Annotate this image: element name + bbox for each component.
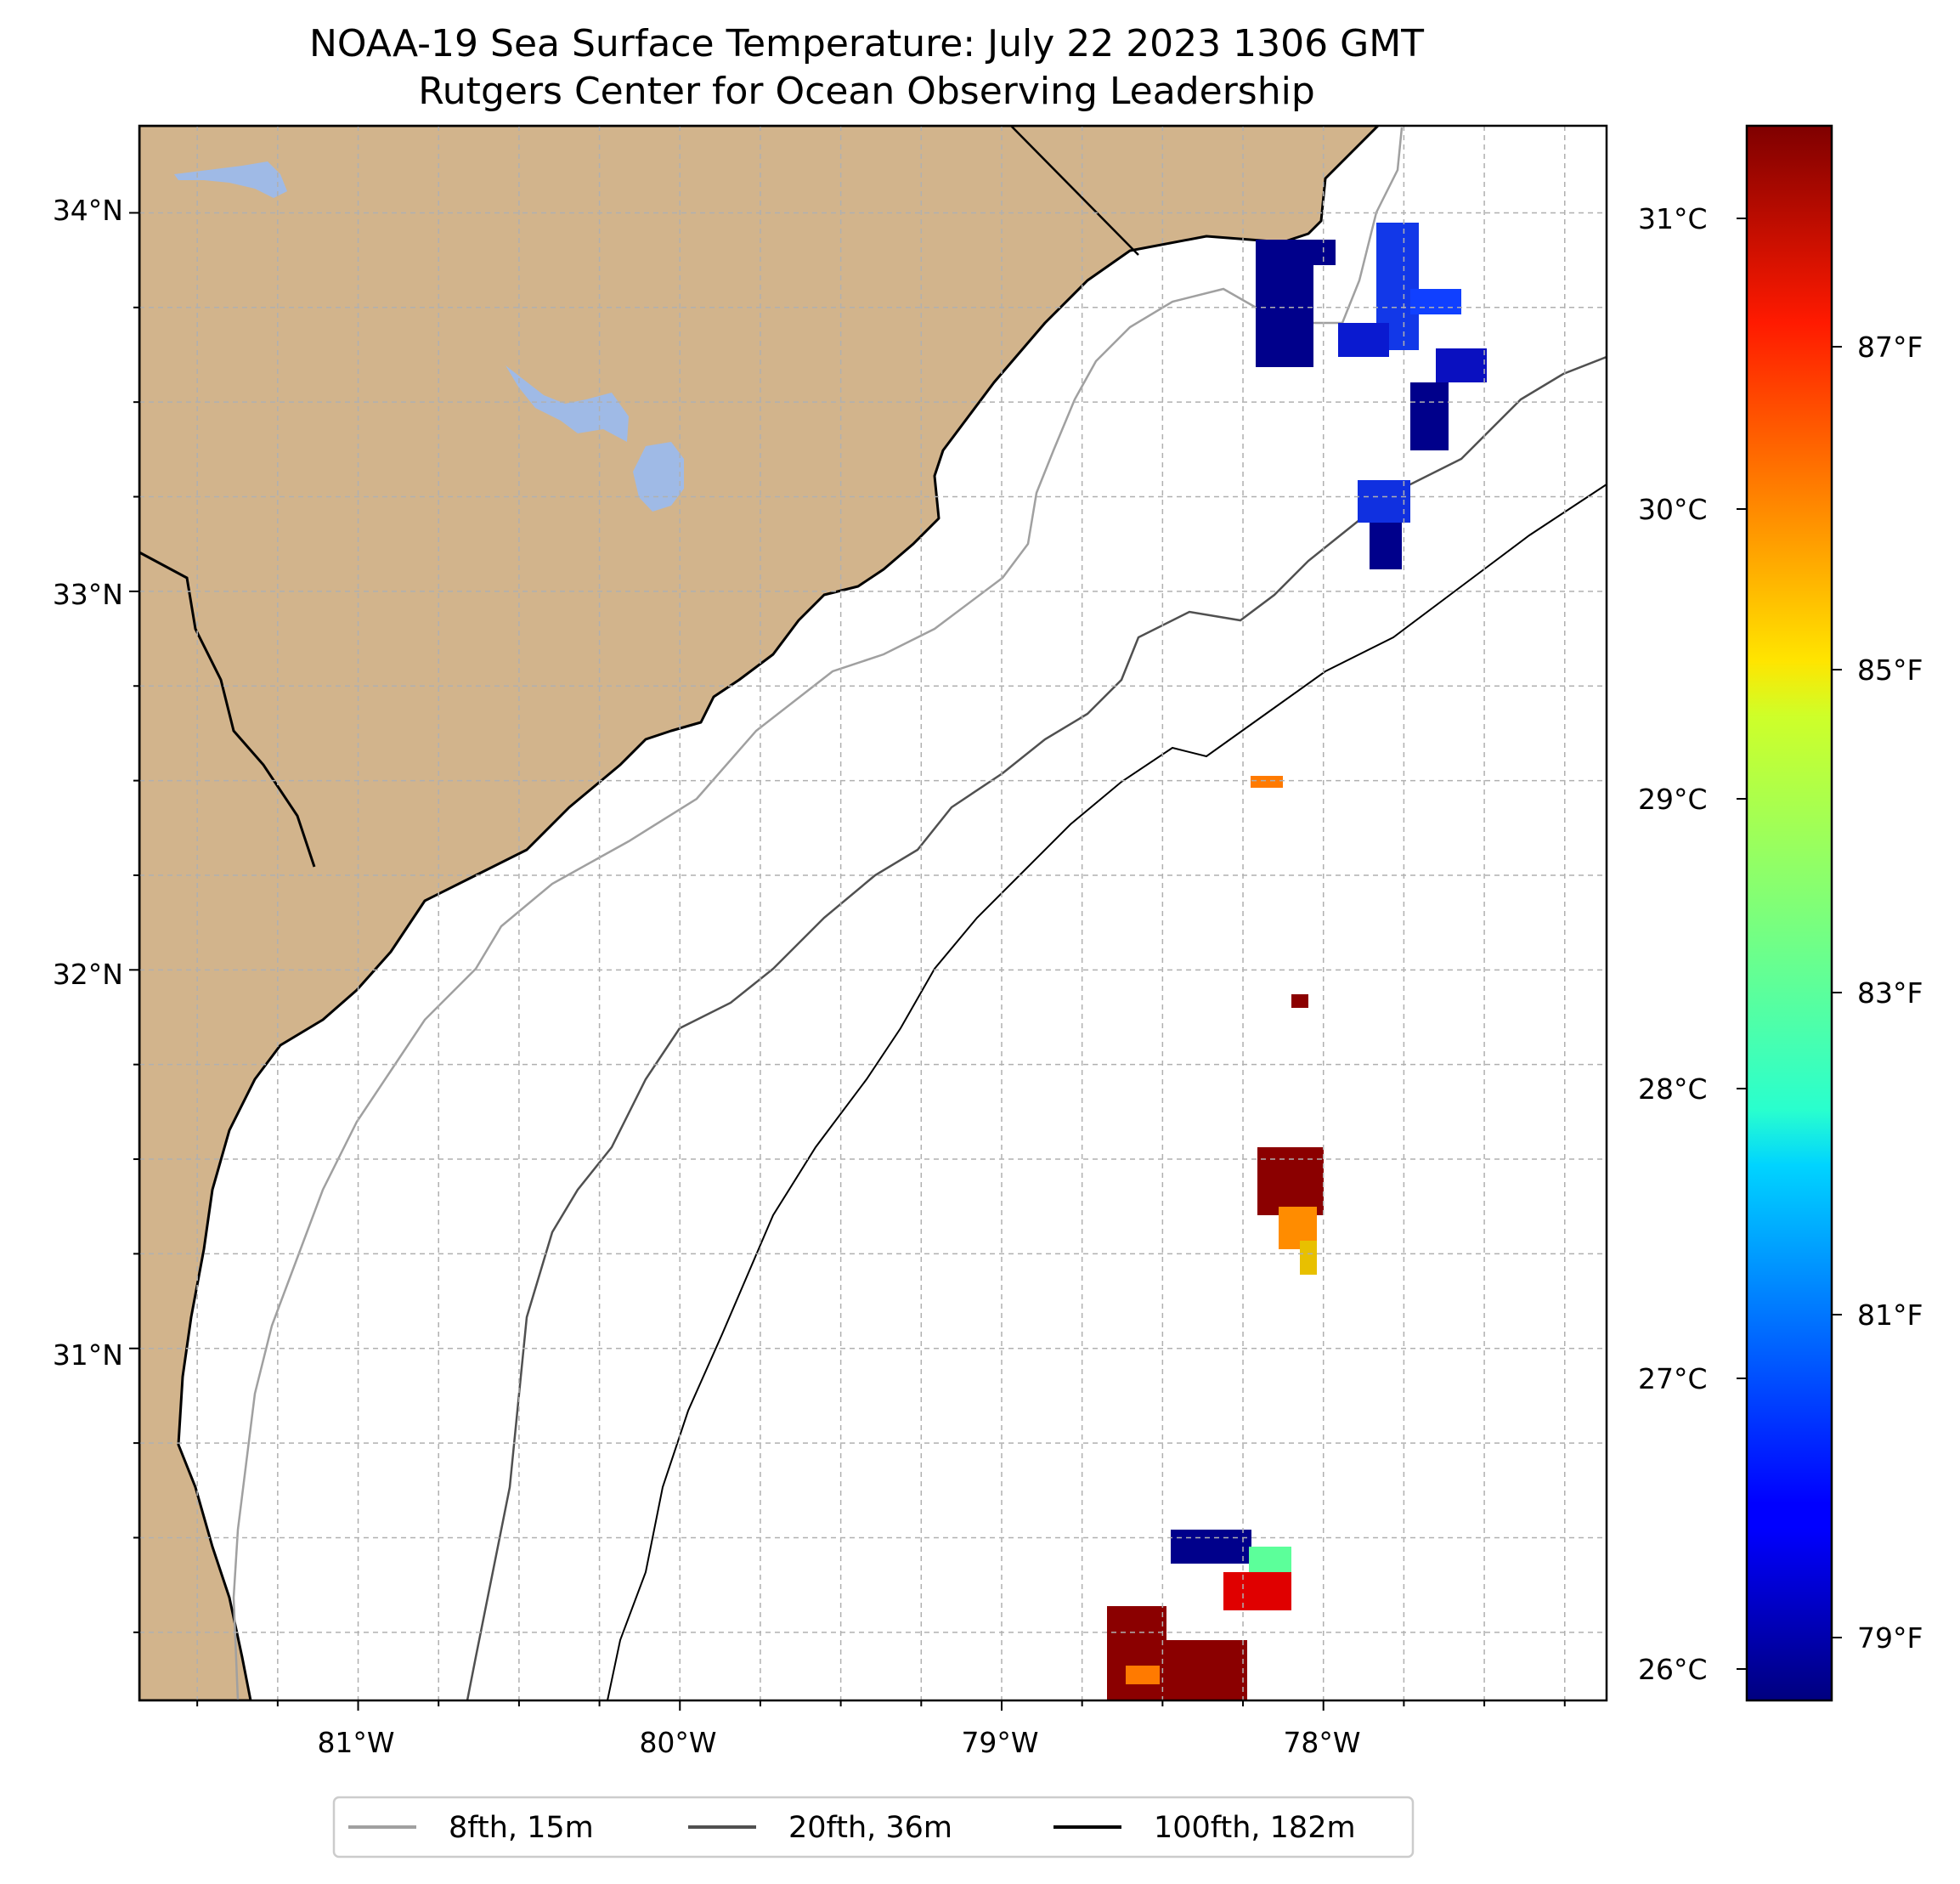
lat-labels: 34°N 33°N 32°N 31°N xyxy=(53,194,123,1372)
lon-label-80: 80°W xyxy=(639,1726,716,1759)
sst-patch-sw xyxy=(1107,1606,1166,1700)
state-border xyxy=(1010,126,1139,256)
contour-20fth xyxy=(466,355,1607,1700)
fahrenheit-label-83: 83°F xyxy=(1857,976,1923,1010)
colorbar-celsius-labels: 31°C 30°C 29°C 28°C 27°C 26°C xyxy=(1638,202,1708,1686)
land xyxy=(139,126,1380,1700)
celsius-label-27: 27°C xyxy=(1638,1362,1708,1395)
lon-label-78: 78°W xyxy=(1283,1726,1360,1759)
gridlines xyxy=(139,126,1607,1700)
sst-patch-south xyxy=(1171,1530,1251,1564)
map-area xyxy=(139,126,1607,1700)
fahrenheit-label-87: 87°F xyxy=(1857,331,1923,364)
lon-label-81: 81°W xyxy=(317,1726,394,1759)
lat-label-31: 31°N xyxy=(53,1338,123,1372)
celsius-label-26: 26°C xyxy=(1638,1653,1708,1686)
sst-patch-dot-1 xyxy=(1291,994,1308,1008)
sst-patch-center-3 xyxy=(1300,1241,1317,1275)
sst-patch-south-3 xyxy=(1223,1572,1291,1610)
legend-label-8fth: 8fth, 15m xyxy=(449,1811,594,1845)
sst-patch-ne-2 xyxy=(1338,323,1389,357)
lake-marion xyxy=(506,365,629,442)
lat-label-33: 33°N xyxy=(53,578,123,611)
colorbar-fahrenheit-labels: 87°F 85°F 83°F 81°F 79°F xyxy=(1857,331,1923,1655)
map-frame xyxy=(138,124,1608,1702)
sst-patch-small xyxy=(1251,776,1283,788)
sst-patch-mid-2 xyxy=(1370,523,1402,569)
celsius-label-28: 28°C xyxy=(1638,1072,1708,1106)
lat-label-34: 34°N xyxy=(53,194,123,227)
contour-100fth xyxy=(607,484,1607,1700)
sst-patch-ne-3 xyxy=(1410,289,1461,314)
sst-patch-south-2 xyxy=(1249,1547,1291,1572)
lat-label-32: 32°N xyxy=(53,958,123,991)
celsius-label-30: 30°C xyxy=(1638,493,1708,526)
sst-patch-center xyxy=(1257,1147,1324,1215)
small-lake xyxy=(174,161,287,198)
sst-patch-ne-4 xyxy=(1436,348,1487,382)
legend: 8fth, 15m 20fth, 36m 100fth, 182m xyxy=(332,1796,1415,1859)
celsius-label-31: 31°C xyxy=(1638,202,1708,235)
sst-patch-sw-2 xyxy=(1166,1640,1247,1700)
title-line-1: NOAA-19 Sea Surface Temperature: July 22… xyxy=(309,22,1424,65)
sst-patch-sw-3 xyxy=(1126,1666,1160,1684)
fahrenheit-label-81: 81°F xyxy=(1857,1298,1923,1332)
sst-patch-north-2 xyxy=(1313,240,1336,265)
colorbar: 31°C 30°C 29°C 28°C 27°C 26°C 87°F 85°F … xyxy=(1638,124,1923,1702)
county-coast xyxy=(139,551,316,868)
fahrenheit-label-79: 79°F xyxy=(1857,1621,1923,1655)
sst-patch-ne-5 xyxy=(1410,382,1449,450)
axis-ticks xyxy=(129,212,1566,1711)
colorbar-ticks xyxy=(1737,218,1842,1670)
celsius-label-29: 29°C xyxy=(1638,783,1708,816)
legend-box xyxy=(332,1796,1415,1859)
title-line-2: Rutgers Center for Ocean Observing Leade… xyxy=(418,70,1315,113)
contour-8fth xyxy=(232,127,1404,1700)
lake-moultrie xyxy=(633,442,684,512)
colorbar-gradient xyxy=(1745,124,1833,1702)
fahrenheit-label-85: 85°F xyxy=(1857,653,1923,687)
legend-label-100fth: 100fth, 182m xyxy=(1154,1811,1356,1845)
sst-patches xyxy=(1107,223,1487,1700)
legend-label-20fth: 20fth, 36m xyxy=(788,1811,952,1845)
lon-label-79: 79°W xyxy=(961,1726,1038,1759)
lon-labels: 81°W 80°W 79°W 78°W xyxy=(317,1726,1360,1759)
sst-patch-north xyxy=(1256,240,1313,367)
sst-patch-mid xyxy=(1358,480,1410,523)
